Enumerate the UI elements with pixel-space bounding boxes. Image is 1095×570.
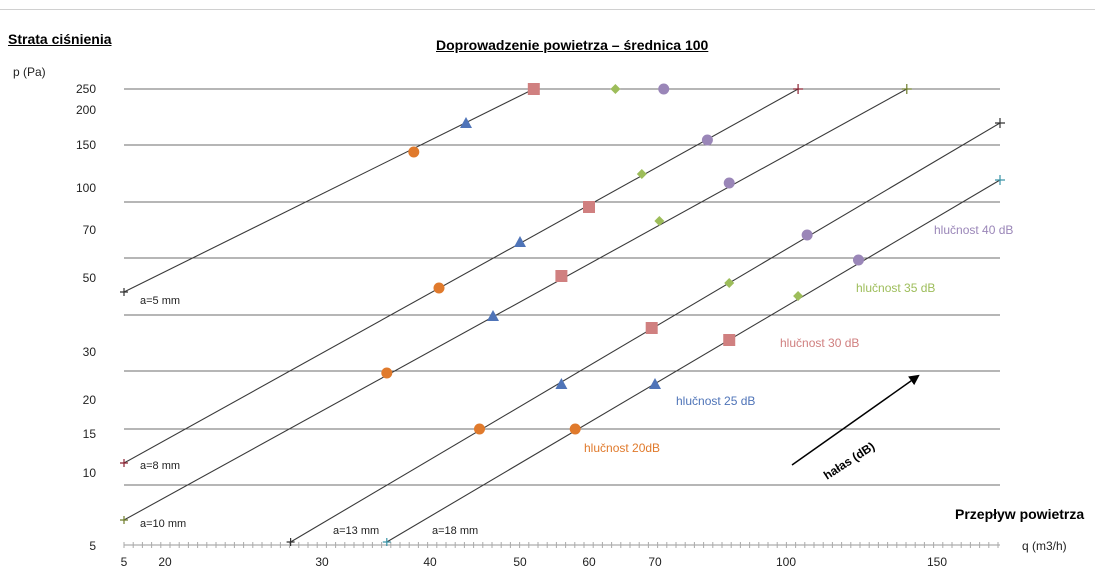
reference-line	[123, 88, 908, 521]
data-point	[645, 322, 658, 334]
data-point	[583, 201, 595, 213]
x-tick-label: 50	[513, 555, 527, 569]
data-point	[654, 216, 665, 226]
chart-title: Doprowadzenie powietrza – średnica 100	[436, 37, 709, 53]
data-point	[723, 177, 735, 189]
data-point	[649, 378, 661, 389]
data-point	[569, 423, 581, 435]
data-point	[793, 291, 804, 301]
reference-line	[123, 88, 799, 464]
y-tick-label: 100	[76, 181, 96, 195]
x-tick-label: 20	[158, 555, 172, 569]
y-tick-label: 150	[76, 138, 96, 152]
data-point	[723, 334, 736, 346]
x-axis-unit-label: q (m3/h)	[1022, 539, 1067, 553]
x-tick-label: 30	[315, 555, 329, 569]
data-point	[474, 423, 485, 435]
data-point	[381, 367, 393, 379]
data-point	[555, 270, 568, 282]
line-label: a=18 mm	[432, 525, 478, 537]
data-point	[701, 134, 713, 146]
y-tick-label: 20	[83, 393, 97, 407]
data-point	[636, 169, 647, 179]
line-start-cross	[120, 288, 128, 296]
data-point	[433, 282, 445, 294]
noise-level-label: hlučnost 40 dB	[934, 223, 1013, 237]
line-end-cross	[901, 84, 912, 94]
noise-level-label: hlučnost 35 dB	[856, 281, 935, 295]
x-tick-label: 150	[927, 555, 947, 569]
section-title: Strata ciśnienia	[8, 31, 112, 47]
data-point	[724, 278, 735, 288]
noise-level-label: hlučnost 30 dB	[780, 336, 859, 350]
x-tick-label: 100	[776, 555, 796, 569]
data-point	[610, 84, 621, 94]
data-point	[801, 229, 813, 241]
data-point	[408, 146, 420, 158]
data-point	[460, 117, 472, 128]
x-tick-label: 40	[423, 555, 437, 569]
y-tick-label: 70	[83, 223, 97, 237]
line-end-cross	[995, 118, 1005, 128]
noise-trend-arrow	[791, 374, 920, 466]
data-point	[658, 83, 670, 95]
x-tick-label: 70	[648, 555, 662, 569]
line-start-cross	[286, 538, 295, 546]
x-tick-label: 60	[582, 555, 596, 569]
y-tick-label: 200	[76, 103, 96, 117]
x-tick-label: 5	[121, 555, 128, 569]
data-point	[555, 378, 568, 389]
line-label: a=5 mm	[140, 295, 180, 307]
line-end-cross	[793, 84, 804, 94]
data-point	[514, 236, 526, 247]
data-point	[852, 254, 864, 266]
line-label: a=13 mm	[333, 525, 379, 537]
x-axis-title: Przepływ powietrza	[955, 506, 1085, 522]
line-label: a=8 mm	[140, 460, 180, 472]
data-point	[527, 83, 540, 95]
line-start-cross	[120, 516, 128, 524]
top-divider	[0, 9, 1095, 10]
reference-line	[290, 122, 1001, 543]
y-axis-label: p (Pa)	[13, 65, 46, 79]
reference-line	[123, 88, 535, 293]
line-end-cross	[995, 175, 1005, 185]
line-start-cross	[382, 538, 391, 546]
y-tick-label: 5	[89, 539, 96, 553]
noise-level-label: hlučnost 20dB	[584, 441, 660, 455]
line-start-cross	[120, 459, 128, 467]
noise-level-label: hlučnost 25 dB	[676, 394, 755, 408]
reference-line	[386, 179, 1001, 543]
y-tick-label: 50	[83, 271, 97, 285]
y-tick-label: 250	[76, 82, 96, 96]
y-tick-label: 10	[83, 466, 97, 480]
y-tick-label: 15	[83, 427, 97, 441]
data-point	[487, 310, 499, 321]
y-tick-label: 30	[83, 345, 97, 359]
line-label: a=10 mm	[140, 518, 186, 530]
noise-trend-label: hałas (dB)	[821, 439, 877, 482]
